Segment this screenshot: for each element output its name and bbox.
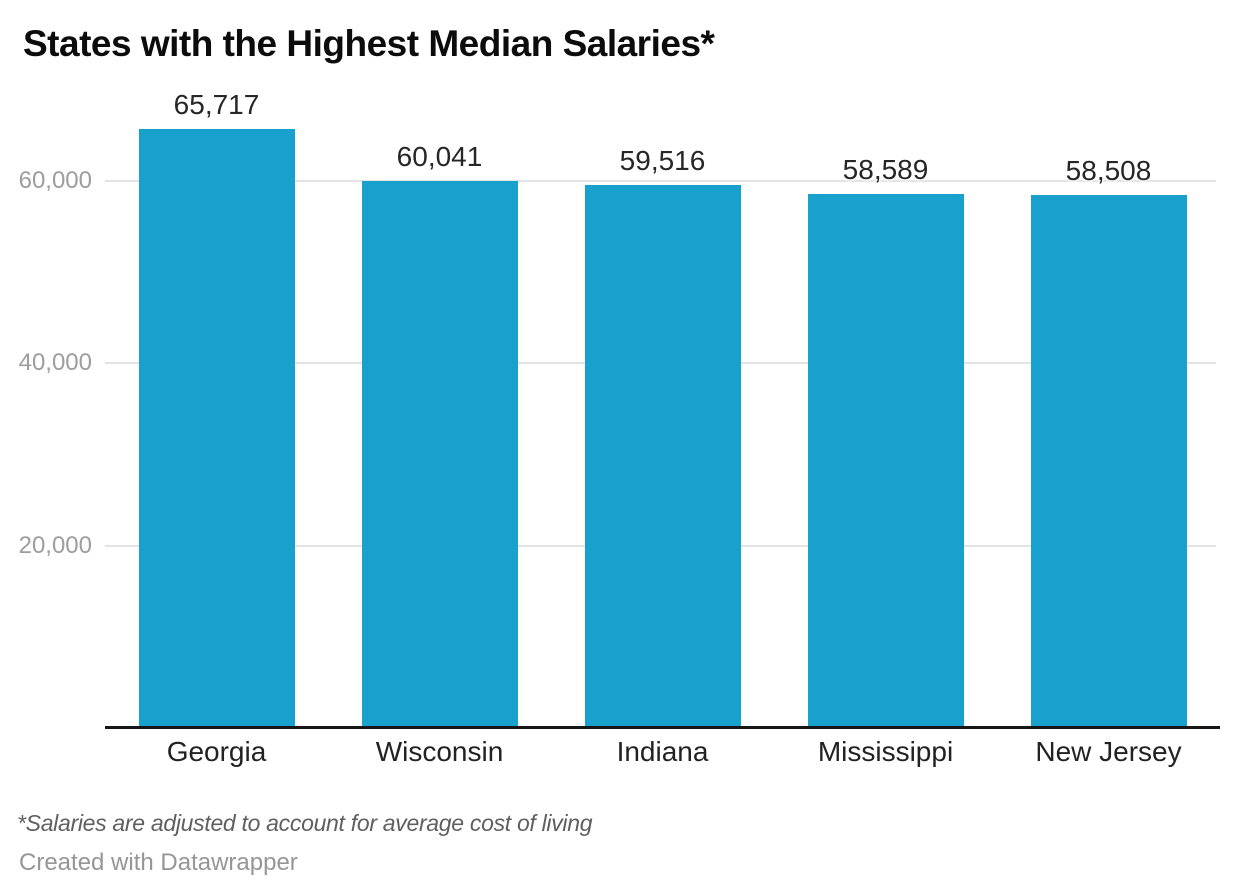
bar-mississippi[interactable] xyxy=(807,193,964,728)
datawrapper-attribution-link[interactable]: Created with Datawrapper xyxy=(19,849,298,876)
x-axis-label-mississippi: Mississippi xyxy=(817,736,954,767)
bar-new-jersey[interactable] xyxy=(1030,194,1187,728)
bar-value-label: 58,589 xyxy=(842,153,929,185)
y-tick-label: 40,000 xyxy=(18,349,92,377)
y-tick-label: 20,000 xyxy=(18,531,92,559)
chart-title: States with the Highest Median Salaries* xyxy=(23,23,715,64)
plot-area: 65,717 60,041 59,516 58,589 58,508 xyxy=(105,0,1220,729)
gridline xyxy=(105,180,1216,182)
bar-value-label: 58,508 xyxy=(1065,154,1152,186)
x-axis-label-wisconsin: Wisconsin xyxy=(375,736,504,767)
bar-indiana[interactable] xyxy=(584,185,741,728)
y-axis: 20,000 40,000 60,000 xyxy=(0,0,92,728)
x-axis-line xyxy=(105,726,1220,729)
bar-value-label: 65,717 xyxy=(173,88,260,120)
x-axis-label-georgia: Georgia xyxy=(166,736,267,767)
bar-wisconsin[interactable] xyxy=(361,180,518,728)
y-tick-label: 60,000 xyxy=(18,167,92,194)
x-axis-label-new-jersey: New Jersey xyxy=(1035,736,1182,767)
chart-footnote: *Salaries are adjusted to account for av… xyxy=(17,810,593,836)
x-axis-label-indiana: Indiana xyxy=(616,736,709,767)
x-axis-labels: Georgia Wisconsin Indiana Mississippi New Je… xyxy=(105,736,1220,772)
bar-georgia[interactable] xyxy=(138,128,295,728)
bar-value-label: 59,516 xyxy=(619,145,706,177)
bar-value-label: 60,041 xyxy=(396,140,483,172)
